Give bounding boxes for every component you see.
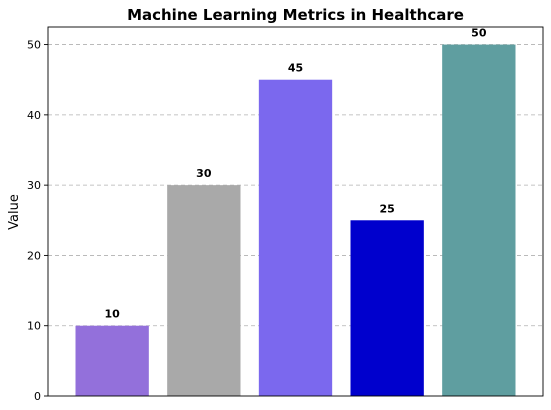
y-tick-label: 40 <box>27 109 41 122</box>
bar <box>167 185 241 396</box>
y-tick-label: 10 <box>27 320 41 333</box>
bars <box>75 44 516 396</box>
y-axis-label: Value <box>7 194 22 230</box>
data-labels: 10 30 45 25 50 <box>105 27 487 321</box>
y-tick-label: 30 <box>27 179 41 192</box>
bar <box>442 44 516 396</box>
data-label: 25 <box>380 202 395 215</box>
bar <box>350 220 424 396</box>
y-tick-label: 50 <box>27 39 41 52</box>
data-label: 45 <box>288 62 303 75</box>
y-tick-label: 0 <box>34 390 41 403</box>
y-axis-ticks: 0 10 20 30 40 50 <box>27 39 48 403</box>
axes <box>47 26 544 397</box>
data-label: 10 <box>105 308 121 321</box>
chart-title: Machine Learning Metrics in Healthcare <box>127 6 464 24</box>
bar <box>75 325 149 396</box>
plot-frame <box>47 26 544 397</box>
y-tick-label: 20 <box>27 249 41 262</box>
data-label: 30 <box>196 167 212 180</box>
bar <box>258 79 333 396</box>
data-label: 50 <box>471 27 487 40</box>
